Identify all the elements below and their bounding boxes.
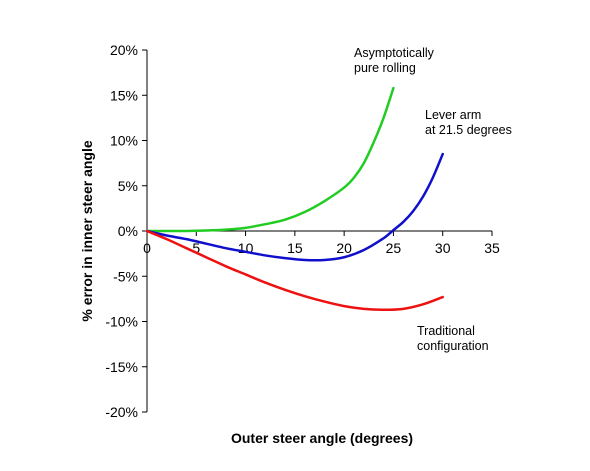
green-curve (145, 86, 395, 233)
x-tick-label: 20 (336, 240, 352, 256)
x-tick-label: 15 (287, 240, 303, 256)
y-tick-label: -15% (105, 359, 138, 375)
x-tick-label: 5 (192, 240, 200, 256)
x-tick-label: 35 (484, 240, 500, 256)
y-tick-label: -20% (105, 404, 138, 420)
annotation-line: pure rolling (354, 61, 416, 75)
annotation-line: Traditional (417, 324, 475, 338)
annotation-line: Lever arm (425, 108, 481, 122)
red-curve (145, 229, 444, 311)
y-tick-label: -10% (105, 314, 138, 330)
y-axis-title: % error in inner steer angle (79, 140, 95, 321)
annotation-line: Asymptotically (354, 46, 435, 60)
x-tick-label: 25 (386, 240, 402, 256)
y-tick-label: 15% (110, 87, 138, 103)
x-axis-title: Outer steer angle (degrees) (231, 430, 413, 446)
y-tick-label: -5% (113, 268, 138, 284)
y-tick-label: 20% (110, 42, 138, 58)
annotation-line: configuration (417, 339, 489, 353)
y-tick-label: 10% (110, 133, 138, 149)
y-tick-label: 0% (118, 223, 138, 239)
annotation-line: at 21.5 degrees (425, 123, 512, 137)
blue-curve (145, 152, 444, 262)
x-tick-label: 0 (143, 240, 151, 256)
series-group (145, 86, 444, 311)
x-tick-label: 30 (435, 240, 451, 256)
tick-group: -20%-15%-10%-5%0%5%10%15%20%0 5 10 15 20 25 30… (105, 42, 500, 420)
y-tick-label: 5% (118, 178, 138, 194)
